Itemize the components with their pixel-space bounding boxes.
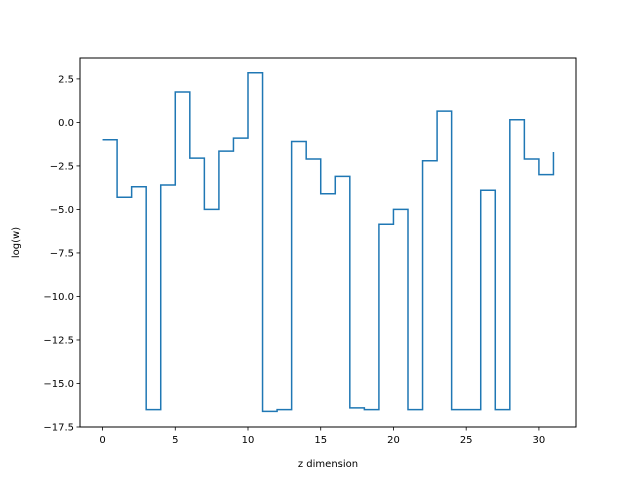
y-tick-label: 2.5 (58, 74, 74, 85)
x-axis-label: z dimension (298, 459, 358, 470)
x-tick-label: 15 (314, 435, 327, 446)
plot-area (102, 72, 555, 413)
x-tick-label: 0 (99, 435, 105, 446)
y-tick-label: 0.0 (58, 118, 74, 129)
series-line (102, 72, 555, 413)
y-tick-label: −15.0 (43, 379, 74, 390)
y-axis-label: log(w) (11, 227, 22, 258)
x-tick-label: 10 (242, 435, 255, 446)
y-tick-label: −17.5 (43, 423, 74, 434)
y-tick-label: −2.5 (50, 161, 74, 172)
x-tick-label: 25 (460, 435, 473, 446)
y-tick-label: −10.0 (43, 292, 74, 303)
x-tick-label: 20 (387, 435, 400, 446)
x-axis: 0 5 10 15 20 25 30 (99, 427, 545, 446)
y-tick-label: −12.5 (43, 335, 74, 346)
x-tick-label: 5 (172, 435, 178, 446)
x-tick-label: 30 (533, 435, 546, 446)
axes-frame (79, 57, 577, 428)
y-tick-label: −5.0 (50, 205, 74, 216)
y-axis: 2.5 0.0 −2.5 −5.0 −7.5 −10.0 −12.5 −15.0 −17.5 (43, 74, 80, 434)
y-tick-label: −7.5 (50, 248, 74, 259)
